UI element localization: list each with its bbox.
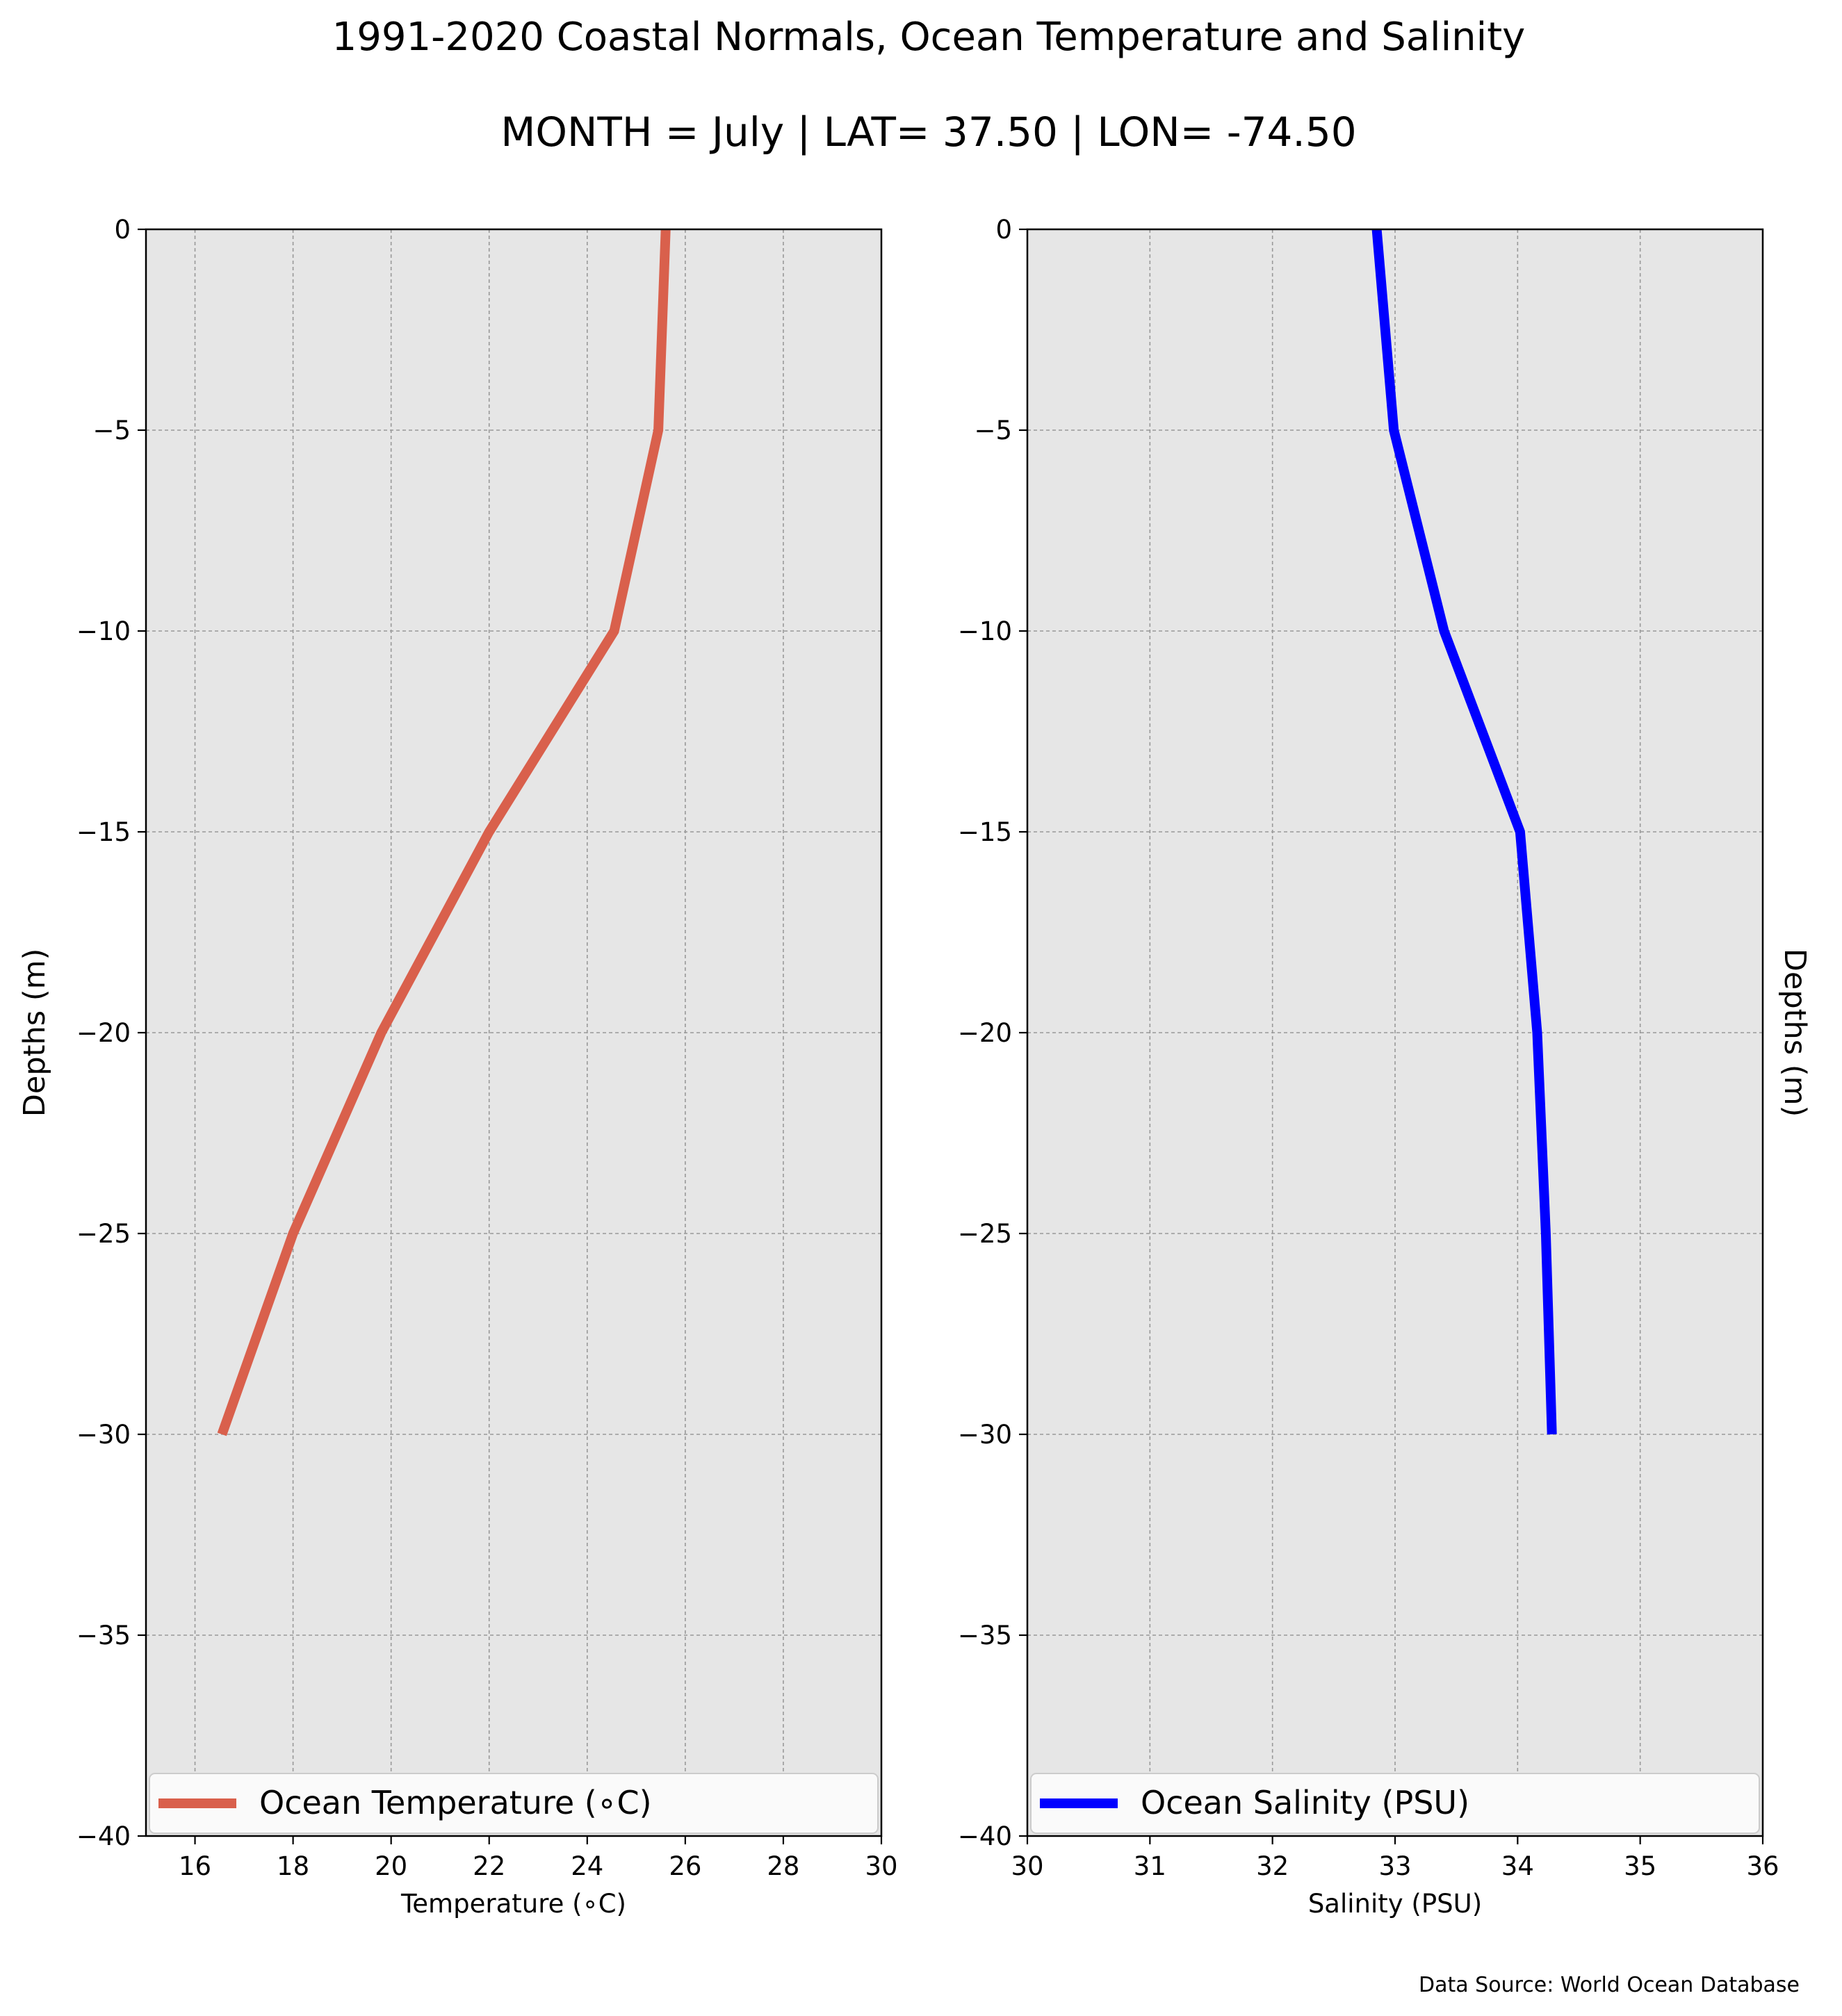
x-tick-label: 35: [1624, 1851, 1656, 1881]
x-tick-label: 16: [179, 1851, 211, 1881]
x-tick-label: 30: [1011, 1851, 1043, 1881]
y-tick-label: −30: [76, 1420, 131, 1450]
y-tick-label: −20: [958, 1018, 1012, 1048]
legend-box: [1030, 1773, 1760, 1834]
x-tick-label: 32: [1256, 1851, 1289, 1881]
y-tick-label: −40: [958, 1821, 1012, 1851]
chart-subtitle: MONTH = July | LAT= 37.50 | LON= -74.50: [500, 108, 1356, 156]
y-tick-label: −10: [76, 616, 131, 646]
y-tick-label: −20: [76, 1018, 131, 1048]
chart-title: 1991-2020 Coastal Normals, Ocean Tempera…: [332, 15, 1526, 60]
y-tick-label: −25: [958, 1219, 1012, 1249]
x-axis-label: Temperature (∘C): [400, 1889, 626, 1919]
y-tick-label: −5: [974, 416, 1012, 445]
y-tick-label: −35: [958, 1621, 1012, 1650]
x-tick-label: 26: [669, 1851, 701, 1881]
x-tick-label: 31: [1134, 1851, 1166, 1881]
y-tick-label: 0: [995, 215, 1012, 245]
plot-area: [146, 229, 881, 1836]
y-tick-label: −40: [76, 1821, 131, 1851]
x-tick-label: 22: [473, 1851, 505, 1881]
legend: Ocean Salinity (PSU): [1030, 1773, 1760, 1834]
x-tick-label: 30: [865, 1851, 897, 1881]
x-tick-label: 18: [277, 1851, 309, 1881]
salinity-panel: 30 31 32 33 34 35 36 0 −5 −10 −15 −20 −25 −30 −35 −40 Sa…: [958, 215, 1812, 1919]
y-tick-label: −25: [76, 1219, 131, 1249]
x-tick-label: 33: [1378, 1851, 1411, 1881]
legend-label: Ocean Temperature (∘C): [259, 1784, 652, 1821]
legend: Ocean Temperature (∘C): [149, 1773, 879, 1834]
x-tick-label: 20: [375, 1851, 407, 1881]
y-tick-label: −30: [958, 1420, 1012, 1450]
x-tick-label: 34: [1501, 1851, 1534, 1881]
y-tick-label: −15: [76, 817, 131, 847]
y-axis-label: Depths (m): [1777, 949, 1812, 1117]
legend-label: Ocean Salinity (PSU): [1141, 1784, 1469, 1821]
y-axis-label: Depths (m): [17, 949, 52, 1117]
x-tick-label: 36: [1746, 1851, 1779, 1881]
y-tick-label: −35: [76, 1621, 131, 1650]
x-tick-label: 24: [571, 1851, 603, 1881]
temperature-panel: 16 18 20 22 24 26 28 30 0 −5 −10 −15 −20 −25 −30 −35 −40…: [17, 215, 898, 1919]
y-tick-label: −10: [958, 616, 1012, 646]
x-tick-label: 28: [767, 1851, 799, 1881]
y-tick-label: 0: [114, 215, 131, 245]
x-axis-label: Salinity (PSU): [1308, 1889, 1482, 1919]
legend-box: [149, 1773, 879, 1834]
y-tick-label: −15: [958, 817, 1012, 847]
y-tick-label: −5: [92, 416, 131, 445]
data-source-footer: Data Source: World Ocean Database: [1419, 1973, 1800, 1997]
